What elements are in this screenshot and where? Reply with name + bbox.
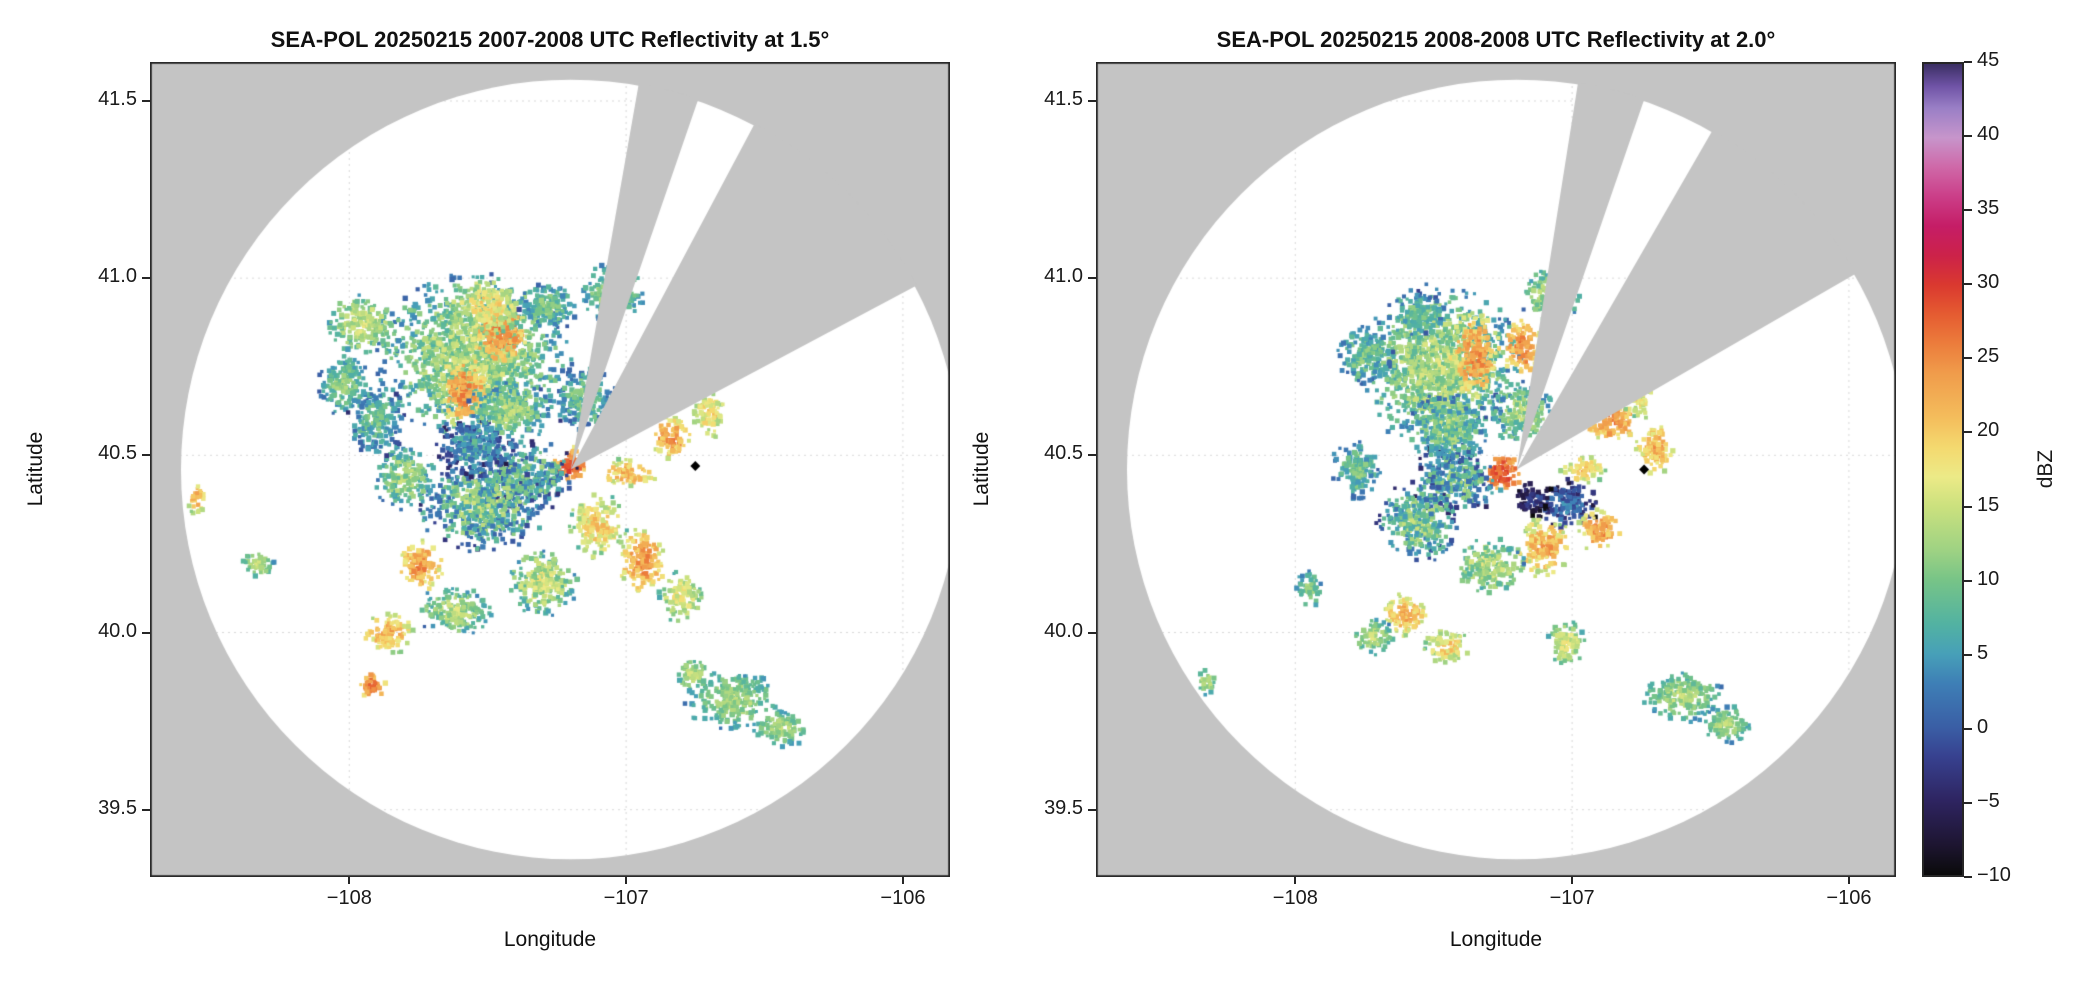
colorbar-label: dBZ <box>2034 449 2057 489</box>
y-tick-mark <box>142 631 150 634</box>
colorbar <box>1922 62 1964 877</box>
y-tick-label: 41.0 <box>1044 265 1083 288</box>
y-tick-label: 41.5 <box>1044 87 1083 110</box>
colorbar-tick-mark <box>1964 505 1972 508</box>
colorbar-tick-mark <box>1964 801 1972 804</box>
y-axis-label-left: Latitude <box>24 431 47 507</box>
y-tick-mark <box>1088 808 1096 811</box>
y-tick-mark <box>1088 631 1096 634</box>
x-tick-mark <box>1571 877 1574 884</box>
colorbar-tick-label: 0 <box>1977 715 1989 738</box>
y-tick-mark <box>142 277 150 280</box>
x-tick-mark <box>1847 877 1850 884</box>
colorbar-tick-mark <box>1964 283 1972 286</box>
x-tick-mark <box>625 877 628 884</box>
colorbar-tick-label: 25 <box>1977 345 2000 368</box>
colorbar-tick-label: 35 <box>1977 197 2000 220</box>
colorbar-tick-mark <box>1964 653 1972 656</box>
x-tick-label: −107 <box>603 887 649 909</box>
colorbar-tick-label: 30 <box>1977 271 2000 294</box>
panel-title-right: SEA-POL 20250215 2008-2008 UTC Reflectiv… <box>1216 27 1776 52</box>
colorbar-tick-mark <box>1964 579 1972 582</box>
y-tick-label: 39.5 <box>98 796 137 819</box>
colorbar-tick-mark <box>1964 357 1972 360</box>
y-tick-label: 39.5 <box>1044 796 1083 819</box>
x-tick-label: −107 <box>1549 887 1595 909</box>
y-tick-mark <box>1088 454 1096 457</box>
y-tick-mark <box>142 454 150 457</box>
y-axis-label-right: Latitude <box>970 431 993 507</box>
colorbar-tick-mark <box>1964 135 1972 138</box>
radar-plot-canvas-left <box>150 62 950 877</box>
y-tick-mark <box>142 808 150 811</box>
y-tick-label: 40.5 <box>1044 442 1083 465</box>
y-tick-label: 40.5 <box>98 442 137 465</box>
colorbar-tick-label: −10 <box>1977 864 2011 886</box>
colorbar-tick-mark <box>1964 209 1972 212</box>
x-tick-label: −108 <box>1272 887 1318 909</box>
x-tick-label: −106 <box>880 887 926 909</box>
x-axis-label-right: Longitude <box>1449 928 1543 951</box>
colorbar-tick-mark <box>1964 431 1972 434</box>
radar-panel-right <box>1096 62 1896 877</box>
colorbar-tick-mark <box>1964 727 1972 730</box>
colorbar-tick-label: 45 <box>1977 49 2000 71</box>
y-tick-label: 40.0 <box>98 619 137 642</box>
colorbar-tick-label: 5 <box>1977 641 1989 664</box>
colorbar-tick-label: −5 <box>1977 789 2000 812</box>
y-tick-label: 40.0 <box>1044 619 1083 642</box>
x-tick-label: −106 <box>1826 887 1872 909</box>
radar-plot-canvas-right <box>1096 62 1896 877</box>
radar-panel-left <box>150 62 950 877</box>
colorbar-tick-mark <box>1964 876 1972 878</box>
colorbar-tick-label: 15 <box>1977 493 2000 516</box>
y-tick-mark <box>1088 99 1096 102</box>
colorbar-tick-label: 40 <box>1977 123 2000 146</box>
x-tick-mark <box>1294 877 1297 884</box>
y-tick-label: 41.5 <box>98 87 137 110</box>
colorbar-tick-label: 20 <box>1977 419 2000 442</box>
y-tick-label: 41.0 <box>98 265 137 288</box>
x-tick-mark <box>901 877 904 884</box>
y-tick-mark <box>1088 277 1096 280</box>
x-tick-mark <box>348 877 351 884</box>
x-tick-label: −108 <box>326 887 372 909</box>
y-tick-mark <box>142 99 150 102</box>
colorbar-tick-label: 10 <box>1977 567 2000 590</box>
panel-title-left: SEA-POL 20250215 2007-2008 UTC Reflectiv… <box>270 27 830 52</box>
x-axis-label-left: Longitude <box>503 928 597 951</box>
colorbar-tick-mark <box>1964 61 1972 63</box>
